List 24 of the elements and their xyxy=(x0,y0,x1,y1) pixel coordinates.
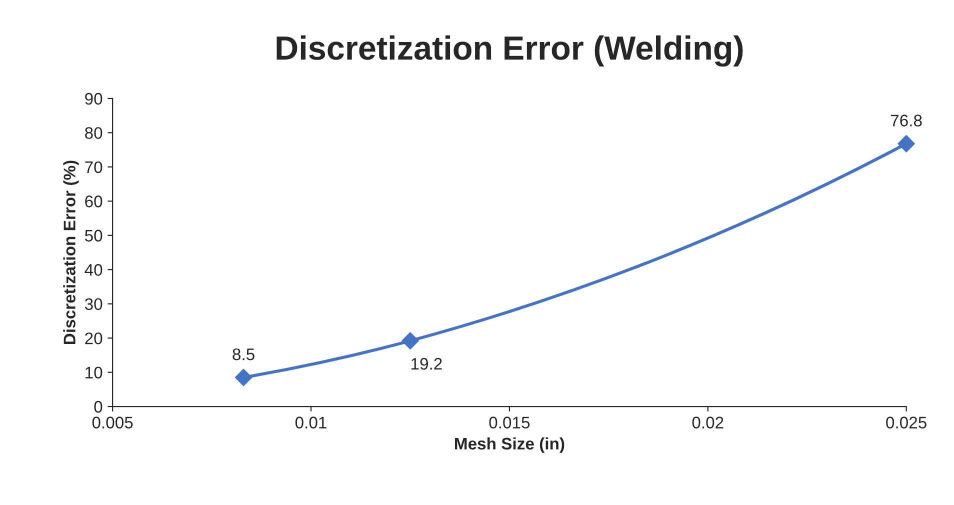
y-axis-title: Discretization Error (%) xyxy=(63,160,79,344)
y-tick-label: 40 xyxy=(84,264,102,276)
data-label: 19.2 xyxy=(411,358,442,370)
y-tick-label: 70 xyxy=(85,161,102,174)
y-tick-label: 50 xyxy=(84,230,102,242)
y-tick-label: 0 xyxy=(94,400,102,413)
x-tick-label: 0.005 xyxy=(92,416,133,428)
data-label: 76.8 xyxy=(890,114,922,126)
y-tick-label: 10 xyxy=(86,366,102,378)
x-tick-label: 0.01 xyxy=(295,416,326,428)
point xyxy=(402,332,419,350)
y-tick-label: 60 xyxy=(85,196,102,208)
y-tick-label: 80 xyxy=(85,127,102,139)
y-tick-label: 20 xyxy=(85,332,102,344)
point xyxy=(898,134,915,152)
x-axis-title: Mesh Size (in) xyxy=(454,437,564,453)
x-tick-label: 0.02 xyxy=(692,416,724,428)
x-tick-label: 0.025 xyxy=(886,416,926,428)
y-tick-label: 30 xyxy=(84,298,102,310)
y-tick-label: 90 xyxy=(85,92,102,105)
point xyxy=(234,368,252,386)
chart-title: Discretization Error (Welding) xyxy=(276,35,743,67)
x-tick-label: 0.015 xyxy=(489,416,530,428)
data-label: 8.5 xyxy=(232,348,254,360)
